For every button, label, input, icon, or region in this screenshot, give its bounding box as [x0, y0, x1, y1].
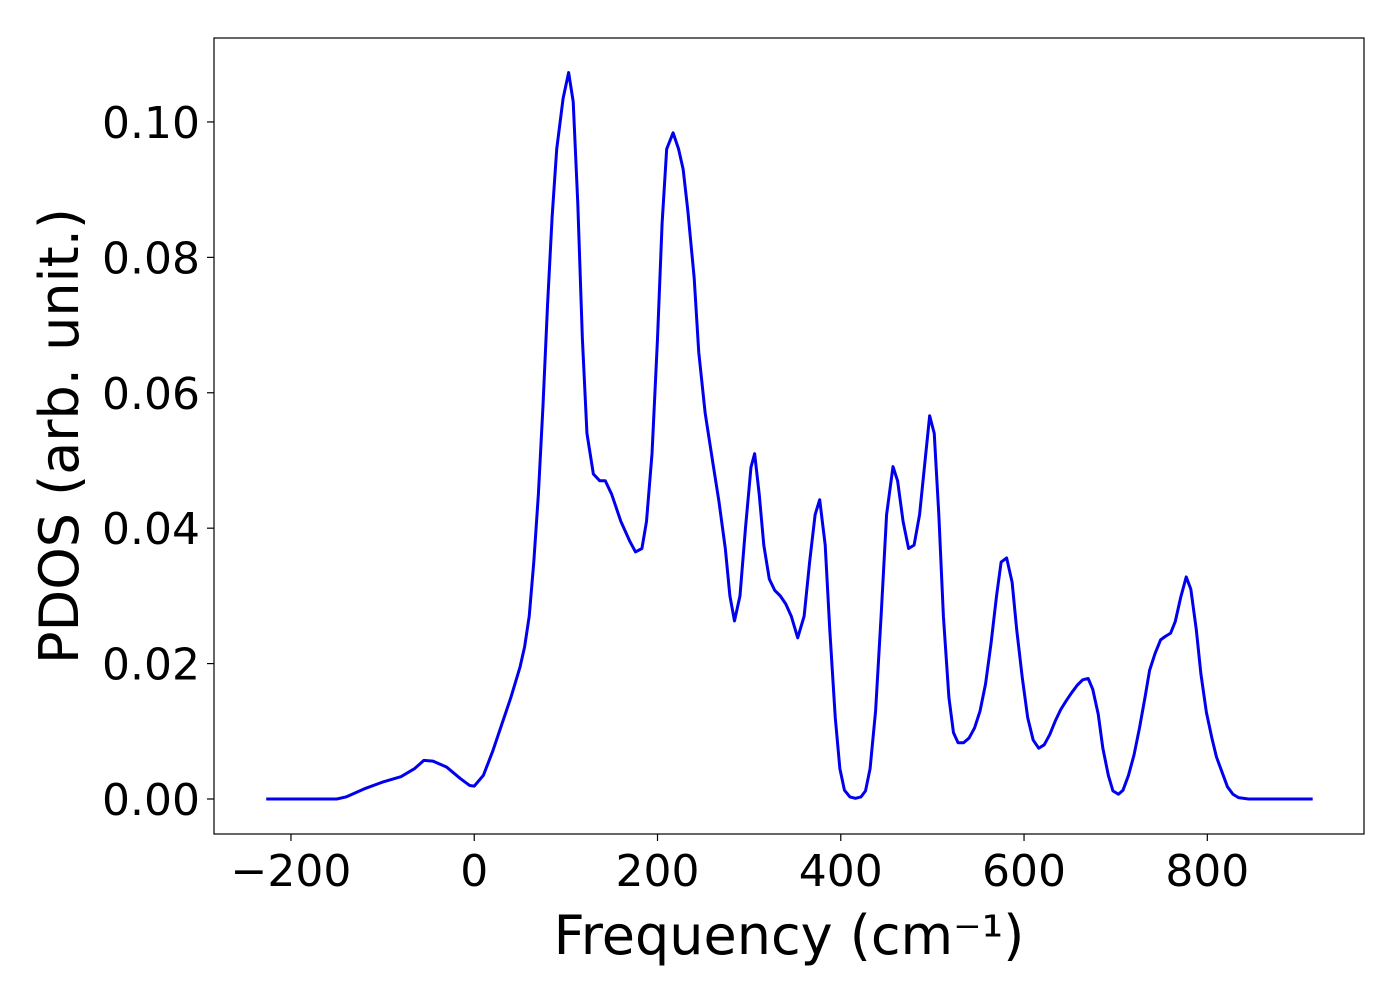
y-tick-label: 0.04 — [102, 504, 200, 555]
y-tick-label: 0.06 — [102, 369, 200, 420]
y-tick-label: 0.10 — [102, 98, 200, 149]
x-tick-label: 800 — [1165, 846, 1249, 897]
y-axis-label: PDOS (arb. unit.) — [28, 208, 91, 664]
x-axis-label: Frequency (cm⁻¹) — [554, 904, 1025, 967]
x-tick-label: 0 — [460, 846, 488, 897]
pdos-line — [266, 71, 1313, 801]
plot-frame — [213, 37, 1365, 835]
x-tick-label: 600 — [982, 846, 1066, 897]
x-tick-label: −200 — [231, 846, 352, 897]
x-tick-label: 200 — [616, 846, 700, 897]
y-tick-label: 0.08 — [102, 233, 200, 284]
y-tick-label: 0.00 — [102, 775, 200, 826]
y-tick-label: 0.02 — [102, 640, 200, 691]
x-tick-label: 400 — [799, 846, 883, 897]
